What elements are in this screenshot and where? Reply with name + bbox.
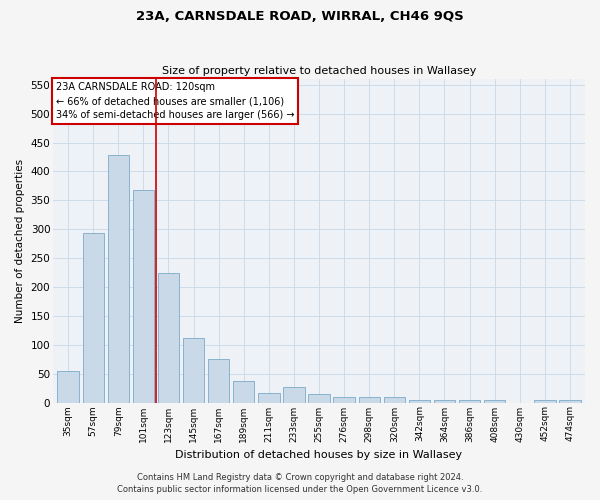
Bar	[208, 359, 229, 403]
Bar	[83, 234, 104, 402]
Y-axis label: Number of detached properties: Number of detached properties	[15, 158, 25, 323]
Bar	[283, 388, 305, 402]
Title: Size of property relative to detached houses in Wallasey: Size of property relative to detached ho…	[162, 66, 476, 76]
Bar	[334, 398, 355, 402]
Bar	[359, 398, 380, 402]
Bar	[107, 156, 129, 402]
Bar	[233, 380, 254, 402]
Bar	[308, 394, 330, 402]
Bar	[484, 400, 505, 402]
Text: 23A CARNSDALE ROAD: 120sqm
← 66% of detached houses are smaller (1,106)
34% of s: 23A CARNSDALE ROAD: 120sqm ← 66% of deta…	[56, 82, 294, 120]
X-axis label: Distribution of detached houses by size in Wallasey: Distribution of detached houses by size …	[175, 450, 463, 460]
Bar	[158, 273, 179, 402]
Bar	[383, 398, 405, 402]
Bar	[534, 400, 556, 402]
Text: Contains HM Land Registry data © Crown copyright and database right 2024.
Contai: Contains HM Land Registry data © Crown c…	[118, 472, 482, 494]
Bar	[559, 400, 581, 402]
Bar	[434, 400, 455, 402]
Bar	[58, 370, 79, 402]
Bar	[459, 400, 480, 402]
Text: 23A, CARNSDALE ROAD, WIRRAL, CH46 9QS: 23A, CARNSDALE ROAD, WIRRAL, CH46 9QS	[136, 10, 464, 23]
Bar	[183, 338, 204, 402]
Bar	[133, 190, 154, 402]
Bar	[258, 394, 280, 402]
Bar	[409, 400, 430, 402]
